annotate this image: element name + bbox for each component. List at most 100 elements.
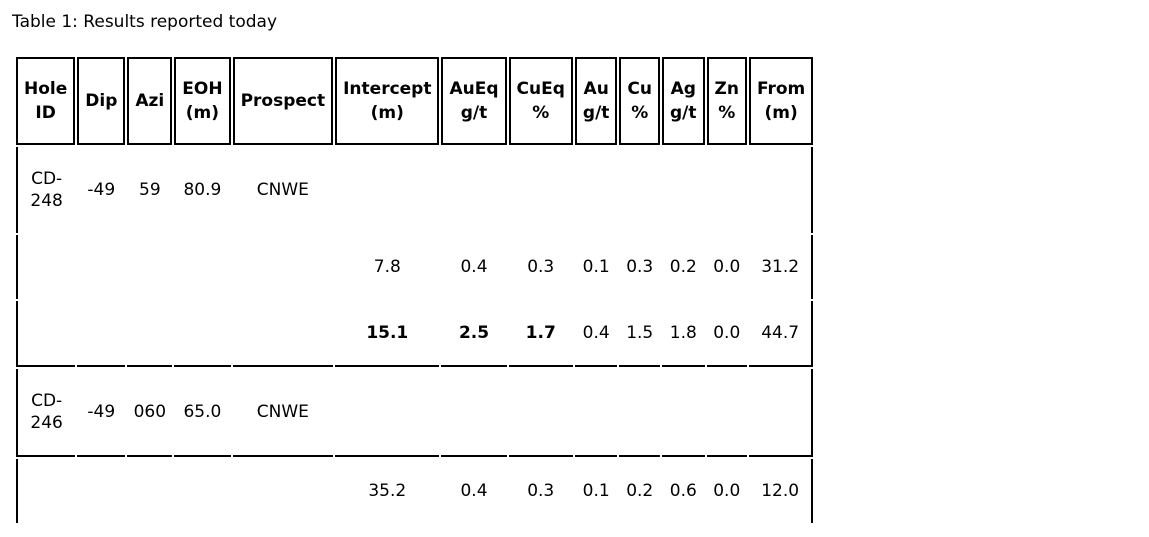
cell-cueq: 0.3 — [527, 257, 555, 277]
cell-ag: 0.6 — [669, 481, 697, 501]
table-row: CD- 246 -49 060 65.0 CNWE — [16, 369, 814, 457]
header-cueq: CuEq% — [508, 57, 573, 145]
cell-azi — [127, 301, 173, 367]
cell-eoh — [174, 235, 230, 299]
table-row: 35.2 0.4 0.3 0.1 0.2 0.6 0.0 12.0 — [16, 459, 814, 523]
cell-dip: -49 — [77, 369, 126, 457]
header-text: Zn — [714, 79, 739, 99]
cell-prospect — [232, 301, 334, 367]
header-text: CuEq — [516, 79, 565, 99]
header-text: g/t — [670, 103, 697, 123]
header-text: (m) — [764, 103, 798, 123]
cell-hole-id: CD- 248 — [16, 147, 75, 233]
cell-intercept: 7.8 — [373, 257, 401, 277]
cell-eoh — [174, 459, 230, 523]
header-text: From — [756, 79, 806, 99]
cell-dip — [77, 235, 125, 299]
header-text: g/t — [460, 103, 488, 123]
cell-from: 12.0 — [749, 459, 814, 523]
cell-aueq — [441, 147, 506, 233]
cell-dip — [77, 459, 125, 523]
cell-cueq — [508, 369, 573, 457]
cell-azi: 060 — [127, 369, 173, 457]
cell-text: CD- — [31, 169, 63, 189]
cell-ag — [662, 369, 705, 457]
cell-from — [749, 147, 814, 233]
cell-au — [575, 147, 618, 233]
cell-zn — [707, 147, 747, 233]
table-row: CD- 248 -49 59 80.9 CNWE — [16, 147, 814, 233]
header-text: Ag — [670, 79, 696, 99]
cell-ag: 1.8 — [662, 301, 705, 367]
header-text: Prospect — [240, 91, 326, 111]
header-from: From (m) — [748, 57, 814, 145]
cell-au: 0.1 — [582, 481, 610, 501]
table-row: 7.8 0.4 0.3 0.1 0.3 0.2 0.0 31.2 — [16, 235, 814, 299]
cell-from — [748, 369, 814, 457]
header-ag: Ag g/t — [662, 57, 705, 145]
cell-hole-id — [16, 235, 75, 299]
cell-aueq — [441, 369, 507, 457]
cell-zn: 0.0 — [713, 257, 741, 277]
cell-eoh — [174, 301, 231, 367]
cell-cu — [619, 147, 660, 233]
header-dip: Dip — [77, 57, 126, 145]
results-table: Hole ID Dip Azi EOH (m) Prospect Intercept (m) Au… — [14, 55, 815, 525]
cell-zn: 0.0 — [713, 481, 741, 501]
header-prospect: Prospect — [232, 57, 334, 145]
header-text: g/t — [582, 103, 610, 123]
cell-intercept: 15.1 — [335, 301, 440, 367]
cell-azi — [127, 235, 172, 299]
cell-ag — [662, 147, 705, 233]
cell-azi — [127, 459, 172, 523]
cell-zn — [706, 369, 747, 457]
cell-au: 0.4 — [574, 301, 618, 367]
header-text: Cu — [627, 79, 653, 99]
header-text: Azi — [135, 91, 165, 111]
cell-cueq: 0.3 — [527, 481, 555, 501]
cell-prospect: CNWE — [256, 180, 309, 200]
header-text: (m) — [370, 103, 404, 123]
cell-from: 31.2 — [749, 235, 814, 299]
header-text: (m) — [185, 103, 220, 123]
header-text: AuEq — [449, 79, 499, 99]
cell-cu — [619, 369, 661, 457]
header-text: % — [631, 103, 649, 123]
header-text: % — [532, 103, 550, 123]
header-cu: Cu% — [619, 57, 661, 145]
header-azi: Azi — [127, 57, 173, 145]
cell-cu: 0.3 — [626, 257, 654, 277]
header-text: Au — [583, 79, 609, 99]
header-text: Intercept — [343, 79, 432, 99]
header-aueq: AuEq g/t — [441, 57, 507, 145]
header-text: Dip — [85, 91, 118, 111]
cell-text: CD- — [31, 391, 63, 411]
cell-eoh: 65.0 — [174, 369, 231, 457]
cell-intercept — [335, 369, 440, 457]
table-row: 15.1 2.5 1.7 0.4 1.5 1.8 0.0 44.7 — [16, 301, 814, 367]
header-eoh: EOH (m) — [174, 57, 231, 145]
header-hole-id: Hole ID — [16, 57, 76, 145]
cell-zn: 0.0 — [706, 301, 747, 367]
cell-cueq — [509, 147, 573, 233]
cell-eoh: 80.9 — [183, 180, 222, 200]
cell-aueq: 0.4 — [460, 257, 488, 277]
cell-aueq: 2.5 — [441, 301, 507, 367]
cell-prospect — [233, 459, 334, 523]
cell-text: 246 — [30, 413, 63, 433]
cell-cu: 1.5 — [619, 301, 661, 367]
cell-intercept — [335, 147, 439, 233]
header-text: Hole — [24, 79, 68, 99]
cell-intercept: 35.2 — [368, 481, 407, 501]
cell-hole-id: CD- 246 — [16, 369, 76, 457]
cell-cu: 0.2 — [626, 481, 654, 501]
table-caption: Table 1: Results reported today — [12, 12, 278, 32]
cell-hole-id — [16, 459, 75, 523]
cell-au: 0.1 — [582, 257, 610, 277]
cell-prospect — [233, 235, 334, 299]
cell-prospect: CNWE — [232, 369, 334, 457]
cell-text: 248 — [30, 191, 63, 211]
cell-from: 44.7 — [748, 301, 814, 367]
cell-dip — [77, 301, 126, 367]
header-zn: Zn% — [706, 57, 747, 145]
